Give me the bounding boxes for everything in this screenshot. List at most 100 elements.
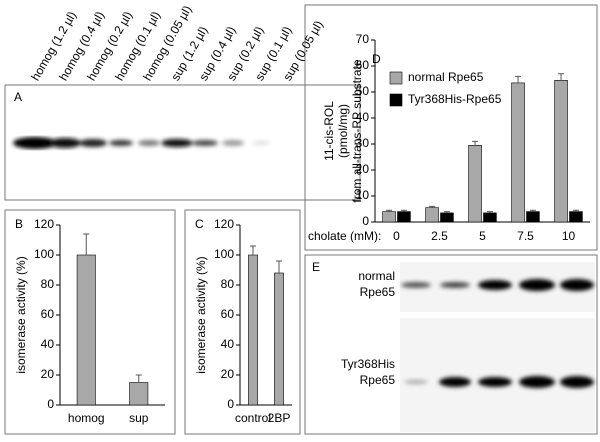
blot-e bbox=[304, 254, 598, 435]
bar bbox=[468, 145, 482, 223]
band bbox=[519, 279, 555, 291]
bar bbox=[554, 80, 568, 223]
panel-b bbox=[4, 209, 176, 435]
y-tick-label: 80 bbox=[221, 277, 235, 291]
y-tick-label: 80 bbox=[41, 277, 55, 291]
panel-label: C bbox=[195, 217, 204, 231]
panel-label: A bbox=[14, 90, 22, 104]
x-tick-label: 7.5 bbox=[517, 229, 534, 243]
y-tick-label: 0 bbox=[47, 397, 54, 411]
bands-e bbox=[401, 279, 594, 388]
y-axis-label: isomerase activity (%) bbox=[14, 256, 28, 373]
error-bar bbox=[276, 260, 282, 273]
y-tick-label: 60 bbox=[41, 307, 55, 321]
bar bbox=[274, 272, 284, 406]
bands-a bbox=[13, 137, 270, 149]
x-axis-label: cholate (mM): bbox=[308, 229, 381, 243]
y-tick-label: 0 bbox=[362, 214, 369, 228]
y-tick-label: 20 bbox=[41, 367, 55, 381]
bar bbox=[440, 212, 454, 223]
band bbox=[560, 279, 594, 291]
y-tick-label: 50 bbox=[356, 84, 370, 98]
y-tick-label: 60 bbox=[356, 58, 370, 72]
panel-label: E bbox=[312, 260, 320, 274]
error-bar bbox=[429, 205, 436, 208]
band bbox=[161, 139, 193, 147]
x-tick-label: 10 bbox=[562, 229, 576, 243]
band bbox=[109, 140, 133, 146]
y-axis-label: (pmol/mg) bbox=[336, 104, 350, 158]
bar bbox=[511, 82, 525, 223]
error-bar bbox=[515, 75, 522, 83]
panel-label: B bbox=[15, 217, 23, 231]
y-tick-label: 60 bbox=[221, 307, 235, 321]
y-tick-label: 100 bbox=[34, 247, 54, 261]
band bbox=[138, 140, 160, 146]
legend-label: Tyr368His-Rpe65 bbox=[408, 92, 502, 106]
y-tick-label: 120 bbox=[214, 217, 234, 231]
bar bbox=[483, 212, 497, 223]
legend-swatch bbox=[389, 71, 403, 85]
blot-gap bbox=[400, 312, 595, 318]
error-bar bbox=[250, 245, 256, 255]
y-tick-label: 20 bbox=[356, 162, 370, 176]
band bbox=[13, 137, 57, 149]
bar bbox=[129, 382, 149, 406]
y-tick-label: 0 bbox=[227, 397, 234, 411]
error-bar bbox=[529, 209, 536, 212]
x-tick-label: 2.5 bbox=[431, 229, 448, 243]
y-tick-label: 120 bbox=[34, 217, 54, 231]
error-bar bbox=[558, 73, 565, 81]
y-tick-label: 70 bbox=[356, 32, 370, 46]
bar bbox=[425, 207, 439, 223]
error-bar bbox=[386, 209, 393, 212]
y-tick-label: 40 bbox=[356, 110, 370, 124]
bar bbox=[569, 211, 583, 223]
bar bbox=[526, 211, 540, 223]
y-tick-label: 40 bbox=[221, 337, 235, 351]
band bbox=[478, 280, 512, 290]
bar bbox=[382, 211, 396, 223]
error-bar bbox=[400, 209, 407, 212]
y-tick-label: 100 bbox=[214, 247, 234, 261]
y-axis-label: isomerase activity (%) bbox=[194, 256, 208, 373]
band bbox=[440, 282, 470, 288]
band bbox=[401, 282, 431, 288]
row-label: Rpe65 bbox=[360, 373, 396, 387]
bar bbox=[248, 254, 258, 406]
y-tick-label: 40 bbox=[41, 337, 55, 351]
band bbox=[222, 140, 244, 146]
band bbox=[478, 377, 512, 387]
row-label: normal bbox=[358, 269, 395, 283]
panel-label: D bbox=[372, 52, 381, 66]
y-axis-label: 11-cis-ROL bbox=[322, 101, 336, 161]
row-label: Rpe65 bbox=[360, 285, 396, 299]
band bbox=[192, 140, 218, 146]
band bbox=[404, 380, 428, 384]
bar bbox=[76, 254, 96, 406]
panel-d bbox=[304, 4, 598, 251]
x-tick-label: control bbox=[235, 411, 271, 425]
band bbox=[79, 139, 107, 147]
x-tick-label: 5 bbox=[479, 229, 486, 243]
y-tick-label: 30 bbox=[356, 136, 370, 150]
x-tick-label: 2BP bbox=[268, 411, 291, 425]
error-bar bbox=[572, 209, 579, 212]
x-tick-label: homog bbox=[68, 411, 105, 425]
legend-label: normal Rpe65 bbox=[408, 70, 484, 84]
band bbox=[519, 376, 555, 388]
x-tick-label: sup bbox=[129, 411, 149, 425]
error-bar bbox=[472, 140, 479, 146]
error-bar bbox=[486, 211, 493, 213]
y-tick-label: 20 bbox=[221, 367, 235, 381]
band bbox=[252, 141, 270, 145]
y-tick-label: 10 bbox=[356, 188, 370, 202]
band bbox=[439, 377, 471, 387]
panel-c bbox=[184, 209, 301, 435]
error-bar bbox=[135, 374, 142, 383]
y-axis-label: from all-trans-RP substrate bbox=[350, 59, 364, 202]
legend-swatch bbox=[389, 93, 403, 107]
band bbox=[49, 138, 81, 148]
row-label: Tyr368His bbox=[341, 357, 395, 371]
band bbox=[560, 376, 594, 388]
